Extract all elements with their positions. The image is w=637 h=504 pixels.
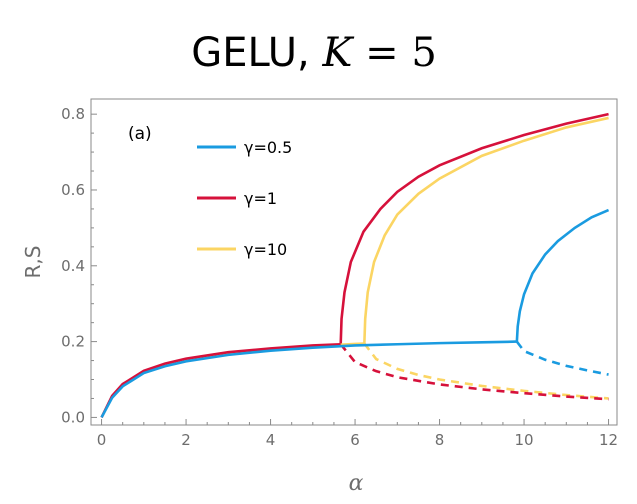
- x-tick-label: 0: [97, 431, 107, 449]
- x-axis-label: α: [349, 471, 364, 496]
- y-axis-label: R,S: [21, 246, 45, 279]
- legend: γ=0.5 γ=1 γ=10: [197, 138, 292, 259]
- chart-title: GELU, K = 5: [191, 30, 437, 76]
- series--1-upper: [339, 112, 609, 345]
- series--10-unstable: [363, 342, 609, 400]
- x-tick-label: 12: [599, 431, 618, 449]
- x-tick-label: 10: [515, 431, 534, 449]
- y-tick-label: 0.6: [61, 181, 85, 199]
- legend-label-gamma-1: γ=1: [244, 189, 277, 208]
- y-tick-label: 0.8: [61, 105, 85, 123]
- series--10-upper: [363, 116, 609, 344]
- x-tick-label: 6: [350, 431, 360, 449]
- series--0-5-unstable: [515, 340, 609, 376]
- title-math-symbol: K: [321, 30, 354, 76]
- title-math-rest: = 5: [352, 30, 436, 76]
- x-tick-label: 8: [435, 431, 445, 449]
- series--0-5-lower: [100, 340, 517, 419]
- legend-label-gamma-0-5: γ=0.5: [244, 138, 292, 157]
- legend-label-gamma-10: γ=10: [244, 240, 287, 259]
- x-tick-label: 4: [266, 431, 276, 449]
- series--1-unstable: [339, 343, 609, 401]
- series--1-lower: [100, 342, 341, 418]
- x-tick-label: 2: [181, 431, 191, 449]
- plot-frame: [90, 98, 618, 426]
- panel-label: (a): [128, 124, 152, 144]
- y-tick-label: 0.0: [61, 408, 85, 426]
- series--0-5-upper: [515, 208, 610, 342]
- y-tick-label: 0.2: [61, 333, 85, 351]
- axis-ticks: 0 2 4 6 8 10 12 0.0 0.2 0.4 0.6 0.8: [61, 105, 618, 449]
- y-tick-label: 0.4: [61, 257, 85, 275]
- series-layer: [100, 112, 610, 419]
- title-prefix: GELU,: [191, 30, 310, 76]
